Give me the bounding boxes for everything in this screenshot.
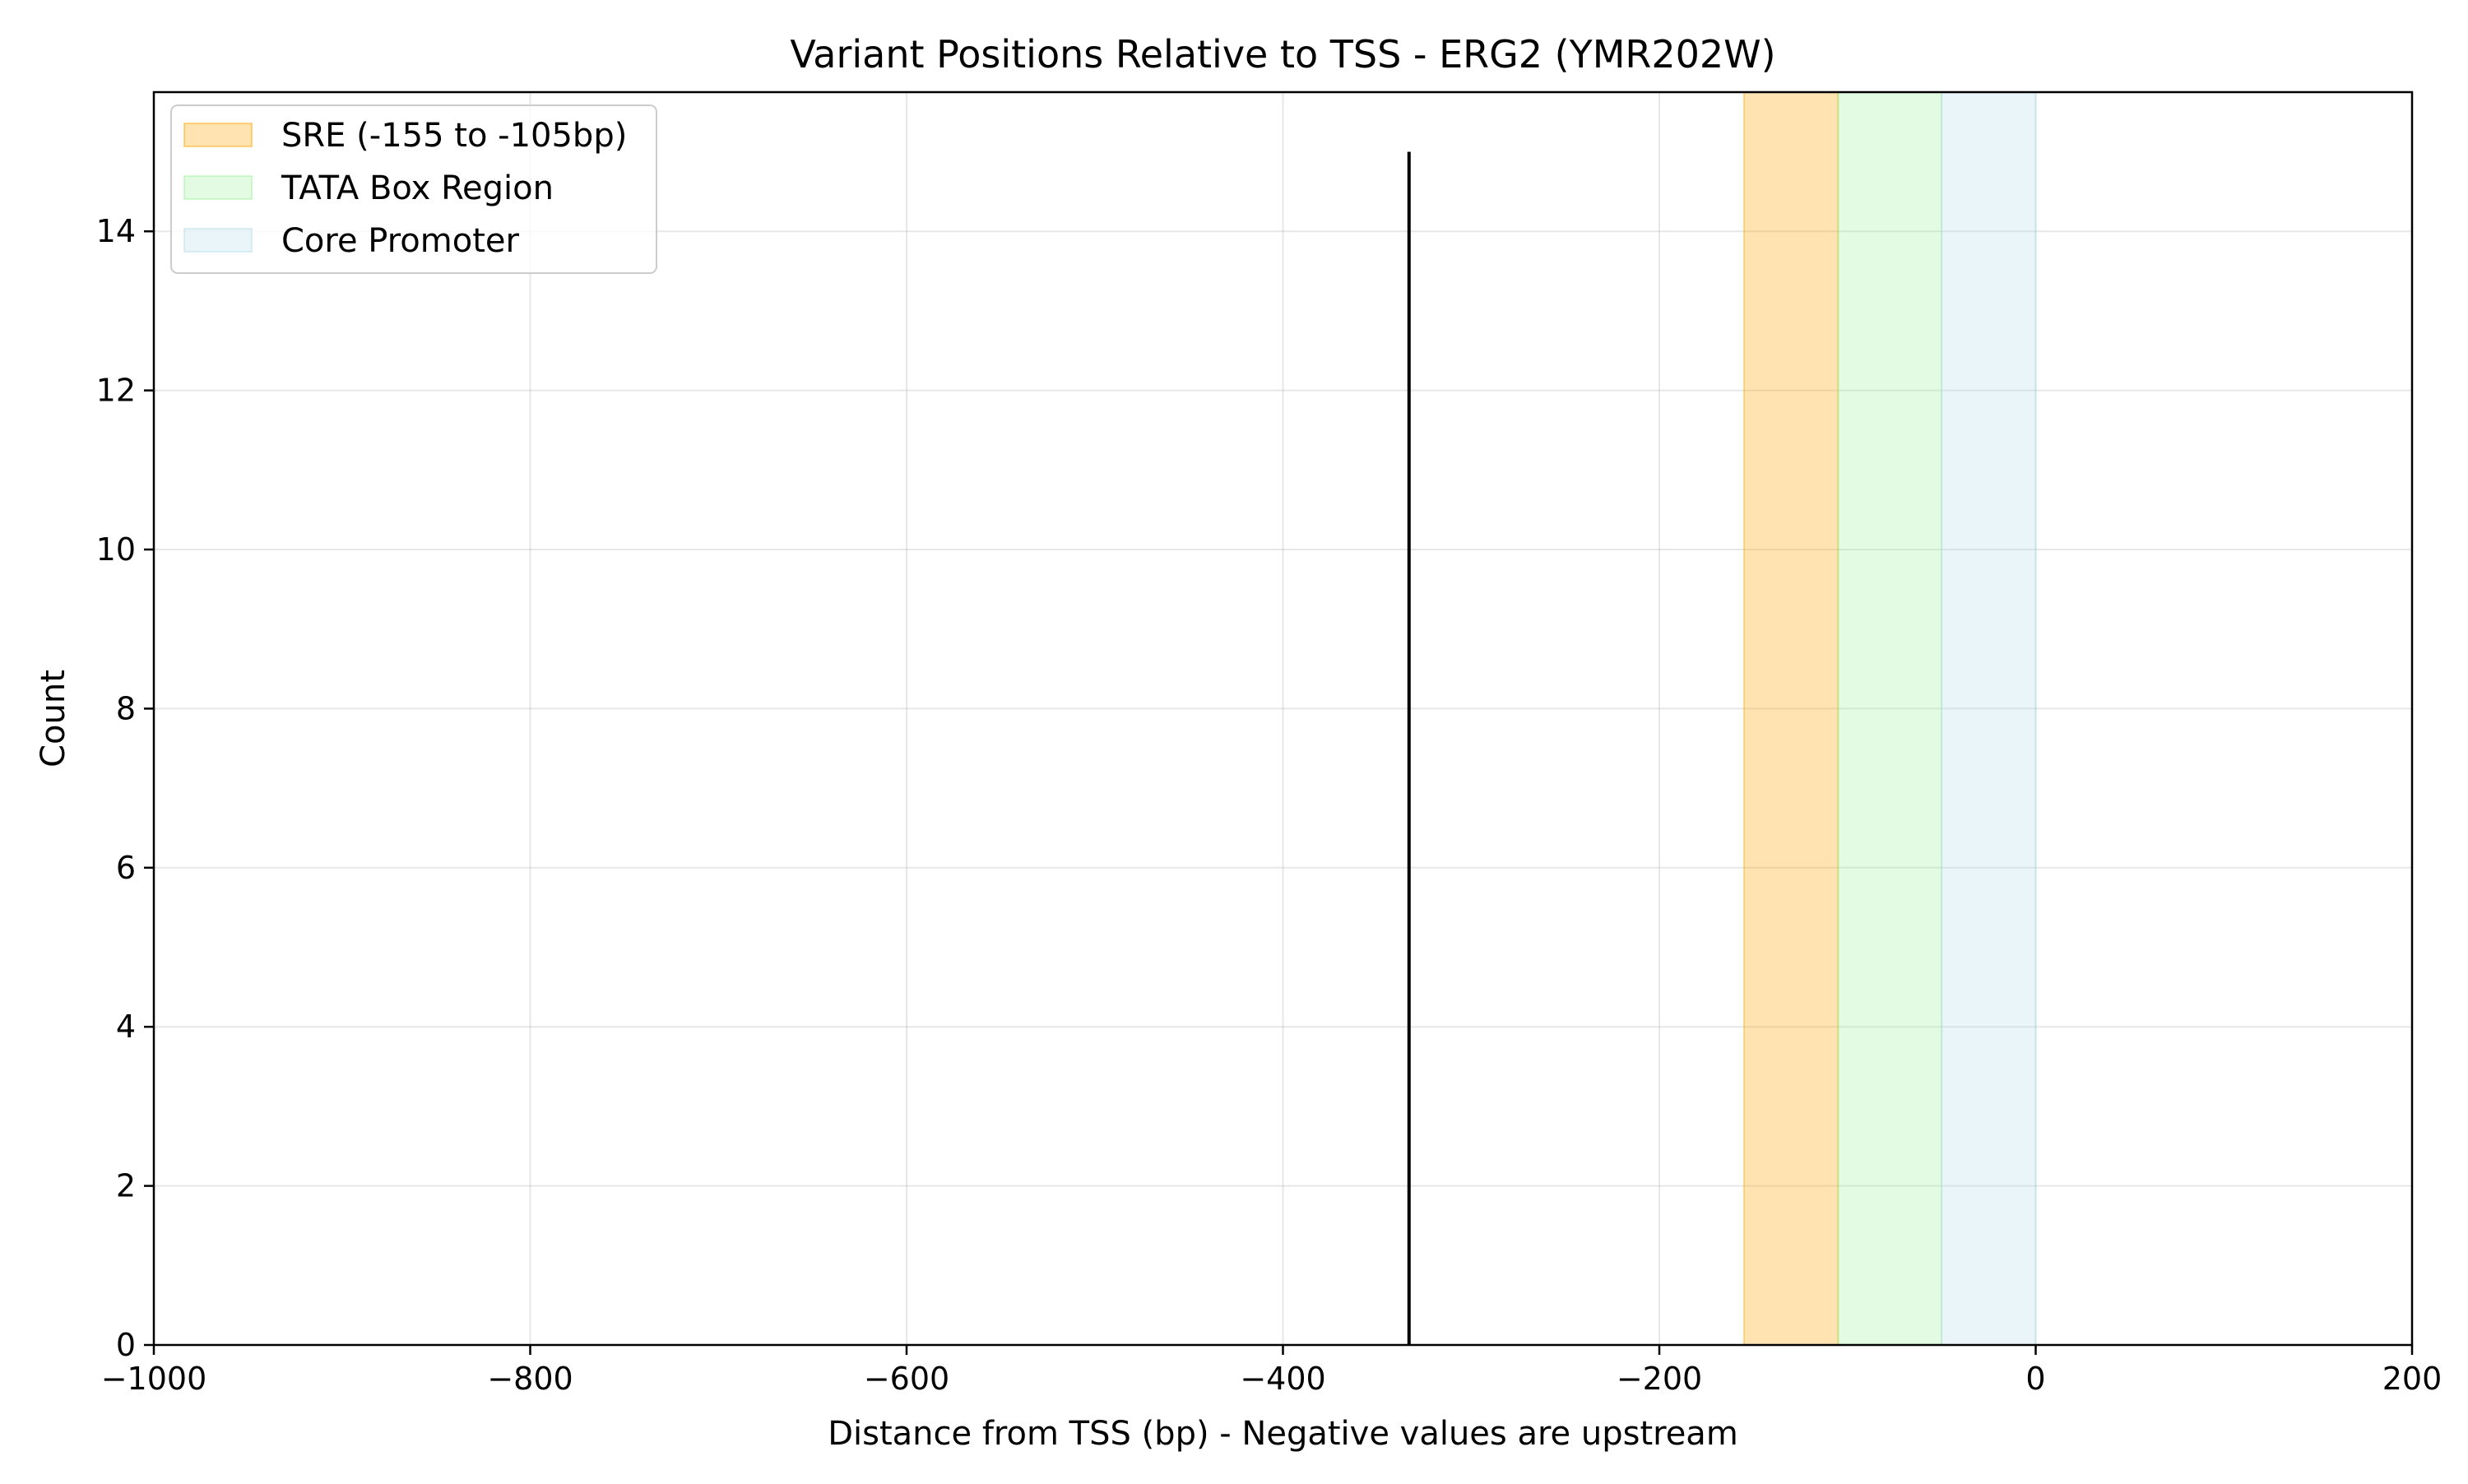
grid-layer xyxy=(153,92,2413,1346)
region-band xyxy=(1837,91,1943,1346)
x-tick-label: −400 xyxy=(1240,1361,1325,1397)
x-tick-label: 200 xyxy=(2382,1361,2442,1397)
x-tick-label: −200 xyxy=(1617,1361,1702,1397)
tick-layer: −1000 −800 −600 −400 −200 0 200 0 2 4 6 8 10 12 14 xyxy=(96,213,2442,1397)
bar-layer xyxy=(1407,151,1411,1345)
y-tick-label: 0 xyxy=(116,1327,136,1363)
y-tick-label: 12 xyxy=(96,373,136,409)
legend-swatch xyxy=(183,175,253,200)
legend-swatch xyxy=(183,228,253,253)
y-tick-label: 14 xyxy=(96,213,136,249)
legend-label: SRE (-155 to -105bp) xyxy=(281,117,627,155)
histogram-bar xyxy=(1407,151,1411,1345)
legend: SRE (-155 to -105bp) TATA Box Region Core … xyxy=(170,104,657,274)
legend-swatch xyxy=(183,123,253,147)
x-tick-label: −1000 xyxy=(101,1361,207,1397)
y-tick-label: 4 xyxy=(116,1009,136,1045)
y-tick-label: 10 xyxy=(96,531,136,568)
chart-title: Variant Positions Relative to TSS - ERG2… xyxy=(790,32,1775,77)
x-tick-label: 0 xyxy=(2025,1361,2045,1397)
region-layer xyxy=(1742,91,2037,1346)
y-tick-label: 8 xyxy=(116,690,136,726)
legend-box xyxy=(170,104,657,274)
x-tick-label: −600 xyxy=(864,1361,949,1397)
legend-label: Core Promoter xyxy=(281,222,519,260)
legend-label: TATA Box Region xyxy=(281,169,554,207)
x-axis-label: Distance from TSS (bp) - Negative values… xyxy=(828,1415,1738,1453)
y-tick-label: 6 xyxy=(116,850,136,886)
y-axis-label: Count xyxy=(35,670,72,768)
y-tick-label: 2 xyxy=(116,1168,136,1204)
region-band xyxy=(1742,91,1839,1346)
region-band xyxy=(1941,91,2037,1346)
x-tick-label: −800 xyxy=(487,1361,573,1397)
